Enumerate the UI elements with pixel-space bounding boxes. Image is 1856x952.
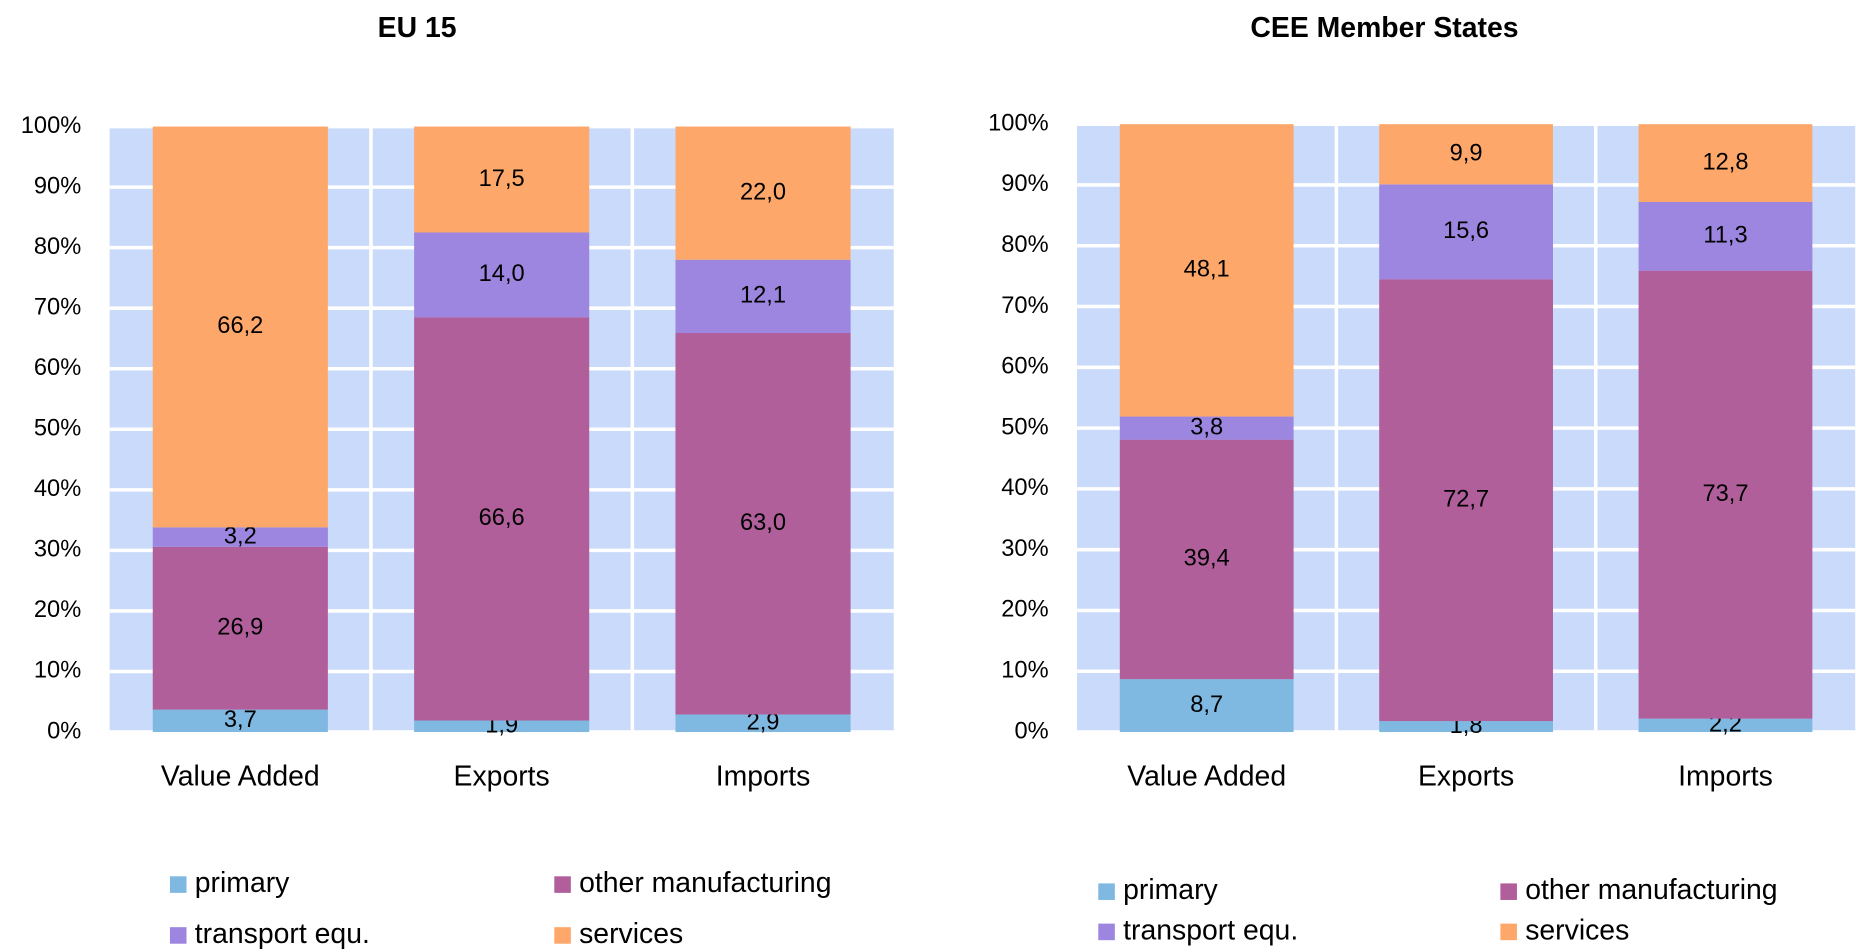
value-label: 8,7 — [1190, 692, 1223, 718]
bar-segment — [675, 259, 851, 334]
legend-label: services — [1525, 914, 1629, 946]
value-label: 73,7 — [1702, 481, 1748, 507]
value-label: 17,5 — [479, 166, 525, 192]
legend-label: transport equ. — [195, 918, 370, 950]
bar-segment — [1379, 124, 1553, 185]
value-label: 12,1 — [740, 283, 786, 309]
y-tick-label: 100% — [988, 110, 1048, 136]
y-tick-label: 90% — [1001, 171, 1048, 197]
y-tick-label: 30% — [1001, 536, 1048, 562]
bar-segment — [152, 527, 328, 547]
value-label: 3,8 — [1190, 414, 1223, 440]
legend-label: services — [579, 918, 683, 950]
bar-segment — [1379, 184, 1553, 280]
chart-title: EU 15 — [378, 12, 457, 44]
bar-segment — [675, 126, 851, 260]
legend-label: other manufacturing — [579, 867, 831, 899]
legend-label: primary — [1123, 874, 1218, 906]
y-tick-label: 10% — [1001, 657, 1048, 683]
value-label: 22,0 — [740, 179, 786, 205]
y-tick-label: 50% — [34, 416, 81, 442]
legend-swatch — [1500, 883, 1517, 900]
value-label: 3,2 — [224, 523, 257, 549]
legend-label: other manufacturing — [1525, 874, 1777, 906]
value-label: 26,9 — [217, 614, 263, 640]
bar-segment — [414, 720, 590, 733]
x-tick-label: Value Added — [161, 761, 320, 793]
bar-segment — [152, 709, 328, 733]
y-tick-label: 90% — [34, 173, 81, 199]
x-tick-label: Imports — [716, 761, 811, 793]
bar-segment — [1638, 718, 1813, 733]
value-label: 48,1 — [1184, 257, 1230, 283]
y-tick-label: 50% — [1001, 414, 1048, 440]
bar-segment — [1119, 416, 1294, 440]
value-label: 14,0 — [479, 261, 525, 287]
legend-label: transport equ. — [1123, 914, 1298, 946]
legend-swatch — [169, 876, 187, 893]
bar-segment — [414, 126, 590, 233]
y-tick-label: 10% — [34, 658, 81, 684]
bar-segment — [1119, 439, 1294, 680]
legend-swatch — [1098, 883, 1115, 900]
value-label: 3,7 — [224, 707, 257, 733]
bar-segment — [1119, 124, 1294, 417]
y-tick-label: 40% — [34, 476, 81, 502]
value-label: 63,0 — [740, 510, 786, 536]
y-tick-label: 0% — [1014, 718, 1048, 744]
value-label: 11,3 — [1703, 223, 1747, 249]
bar-segment — [1638, 201, 1813, 271]
y-tick-label: 100% — [21, 113, 81, 139]
value-label: 9,9 — [1450, 141, 1483, 167]
y-tick-label: 80% — [34, 234, 81, 260]
x-tick-label: Exports — [1418, 761, 1514, 793]
value-label: 72,7 — [1443, 486, 1489, 512]
bar-segment — [675, 714, 851, 733]
bar-segment — [1379, 279, 1553, 722]
bar-segment — [675, 333, 851, 715]
legend-swatch — [1500, 923, 1517, 941]
bar-segment — [414, 317, 590, 721]
bar-segment — [152, 546, 328, 710]
bar-segment — [1638, 270, 1813, 719]
chart-title: CEE Member States — [1250, 12, 1518, 44]
legend-swatch — [554, 876, 571, 893]
value-label: 66,2 — [217, 313, 263, 339]
y-tick-label: 40% — [1001, 475, 1048, 501]
bar-segment — [152, 126, 328, 528]
y-tick-label: 80% — [1001, 232, 1048, 258]
legend-label: primary — [195, 867, 290, 899]
legend-swatch — [554, 927, 571, 944]
y-tick-label: 70% — [1001, 293, 1048, 319]
y-tick-label: 20% — [1001, 597, 1048, 623]
bar-segment — [1119, 679, 1294, 733]
value-label: 66,6 — [479, 505, 525, 531]
y-tick-label: 60% — [34, 355, 81, 381]
x-tick-label: Exports — [454, 761, 550, 793]
y-tick-label: 20% — [34, 597, 81, 623]
legend-swatch — [1098, 923, 1115, 941]
y-tick-label: 70% — [34, 294, 81, 320]
x-tick-label: Value Added — [1127, 761, 1286, 793]
legend-swatch — [169, 927, 187, 944]
bar-segment — [414, 232, 590, 318]
bar-segment — [1379, 721, 1553, 733]
x-tick-label: Imports — [1678, 761, 1773, 793]
value-label: 39,4 — [1184, 546, 1230, 572]
bar-segment — [1638, 124, 1813, 202]
value-label: 15,6 — [1443, 218, 1489, 244]
value-label: 12,8 — [1702, 149, 1748, 175]
y-tick-label: 30% — [34, 537, 81, 563]
y-tick-label: 0% — [47, 718, 81, 744]
y-tick-label: 60% — [1001, 354, 1048, 380]
